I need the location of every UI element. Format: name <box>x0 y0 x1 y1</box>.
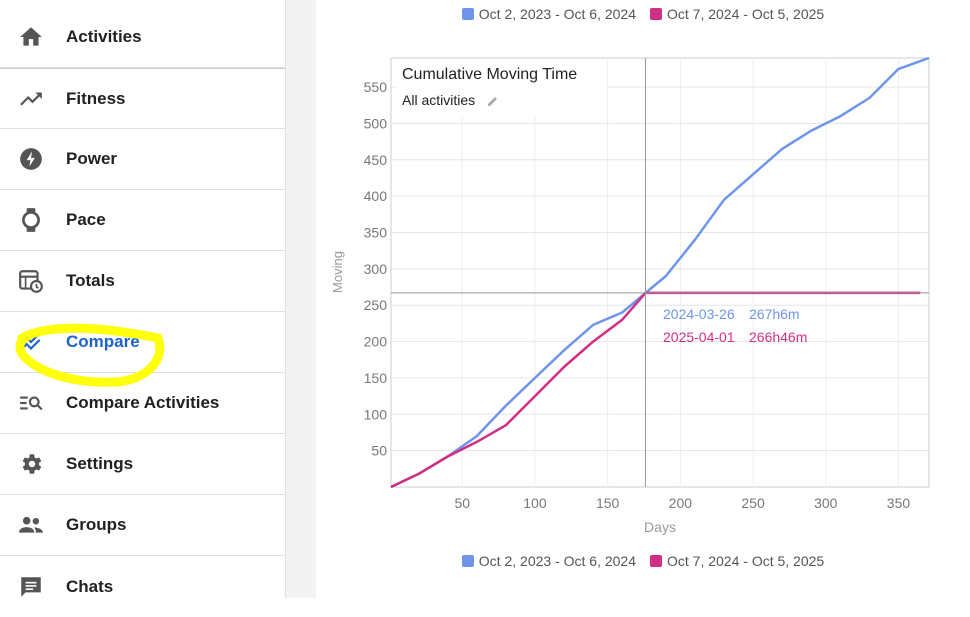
legend-item-series2[interactable]: Oct 7, 2024 - Oct 5, 2025 <box>650 6 824 22</box>
legend-swatch <box>461 8 474 20</box>
chart-title: Cumulative Moving Time <box>402 66 577 83</box>
legend-item-series1[interactable]: Oct 2, 2023 - Oct 6, 2024 <box>461 6 636 22</box>
x-axis-label: Days <box>644 519 676 535</box>
series-line-1 <box>390 56 930 489</box>
y-tick-label: 300 <box>364 261 388 277</box>
watch-icon <box>18 207 44 233</box>
sidebar-item-groups[interactable]: Groups <box>0 495 285 556</box>
crosshair-value-2: 266h46m <box>749 329 807 345</box>
x-tick-label: 200 <box>669 495 693 511</box>
chart-subtitle[interactable]: All activities <box>402 92 475 108</box>
legend-label: Oct 2, 2023 - Oct 6, 2024 <box>478 6 636 22</box>
sidebar-item-compare-activities[interactable]: Compare Activities <box>0 373 285 434</box>
chat-icon <box>18 574 44 600</box>
legend-swatch <box>650 555 662 567</box>
x-tick-label: 250 <box>741 495 765 511</box>
plot-area <box>390 57 930 488</box>
y-axis-ticks: 50 100 150 200 250 300 350 400 450 500 550 <box>364 79 388 459</box>
sidebar-item-label: Compare Activities <box>66 393 220 412</box>
legend-item-series1[interactable]: Oct 2, 2023 - Oct 6, 2024 <box>461 553 636 569</box>
sidebar-item-fitness[interactable]: Fitness <box>0 68 285 129</box>
sidebar-item-compare[interactable]: Compare <box>0 312 285 373</box>
sidebar-item-label: Activities <box>66 27 142 46</box>
grid-lines <box>391 58 929 487</box>
home-icon <box>18 24 44 50</box>
x-tick-label: 350 <box>887 495 911 511</box>
sidebar-gutter <box>286 0 316 598</box>
cumulative-chart[interactable]: 50 100 150 200 250 300 350 400 450 500 550 50 100 15… <box>316 30 970 575</box>
sidebar-item-label: Settings <box>66 454 134 473</box>
crosshair <box>391 58 929 487</box>
sidebar-nav: Activities Fitness Power Pace Totals Com… <box>0 0 286 598</box>
trending-up-icon <box>18 86 44 112</box>
sidebar-item-label: Pace <box>66 210 106 229</box>
y-tick-label: 400 <box>364 188 388 204</box>
x-tick-label: 50 <box>454 495 470 511</box>
x-tick-label: 100 <box>523 495 547 511</box>
calendar-clock-icon <box>18 268 44 294</box>
y-tick-label: 150 <box>364 370 388 386</box>
chart-legend-bottom: Oct 2, 2023 - Oct 6, 2024 Oct 7, 2024 - … <box>316 550 970 572</box>
sidebar-item-settings[interactable]: Settings <box>0 434 285 495</box>
title-box <box>396 60 606 116</box>
list-search-icon <box>18 390 44 416</box>
sidebar-item-activities[interactable]: Activities <box>0 7 285 68</box>
sidebar-item-chats[interactable]: Chats <box>0 556 285 617</box>
x-axis-ticks: 50 100 150 200 250 300 350 <box>454 495 910 511</box>
crosshair-value-1: 267h6m <box>749 306 800 322</box>
x-tick-label: 150 <box>596 495 620 511</box>
y-tick-label: 50 <box>371 443 387 459</box>
sidebar-item-label: Totals <box>66 271 115 290</box>
y-tick-label: 450 <box>364 152 388 168</box>
chart-legend-top: Oct 2, 2023 - Oct 6, 2024 Oct 7, 2024 - … <box>316 3 970 25</box>
sidebar-item-label: Chats <box>66 576 114 596</box>
legend-label: Oct 7, 2024 - Oct 5, 2025 <box>667 553 825 569</box>
legend-swatch <box>461 555 474 567</box>
x-tick-label: 300 <box>814 495 838 511</box>
y-tick-label: 200 <box>364 334 388 350</box>
people-icon <box>18 512 44 538</box>
sidebar-item-label: Compare <box>66 332 140 351</box>
sidebar-item-label: Fitness <box>66 88 126 108</box>
sidebar-item-label: Groups <box>66 515 127 534</box>
sidebar-item-power[interactable]: Power <box>0 129 285 190</box>
sidebar-item-pace[interactable]: Pace <box>0 190 285 251</box>
sidebar-item-totals[interactable]: Totals <box>0 251 285 312</box>
lightning-icon <box>18 146 44 172</box>
legend-item-series2[interactable]: Oct 7, 2024 - Oct 5, 2025 <box>650 553 824 569</box>
y-tick-label: 550 <box>364 79 388 95</box>
crosshair-date-2: 2025-04-01 <box>663 329 735 345</box>
y-tick-label: 100 <box>364 406 388 422</box>
crosshair-date-1: 2024-03-26 <box>663 306 735 322</box>
y-tick-label: 250 <box>364 297 388 313</box>
y-axis-label: Moving <box>330 251 345 293</box>
legend-label: Oct 2, 2023 - Oct 6, 2024 <box>478 553 636 569</box>
y-tick-label: 350 <box>364 225 388 241</box>
legend-swatch <box>650 8 662 20</box>
compare-lines-icon <box>18 329 44 355</box>
sidebar-item-label: Power <box>66 149 118 168</box>
legend-label: Oct 7, 2024 - Oct 5, 2025 <box>667 6 825 22</box>
gear-icon <box>18 451 44 477</box>
y-tick-label: 500 <box>364 115 388 131</box>
main-content: Oct 2, 2023 - Oct 6, 2024 Oct 7, 2024 - … <box>316 0 970 598</box>
edit-pencil-icon[interactable] <box>488 97 497 106</box>
